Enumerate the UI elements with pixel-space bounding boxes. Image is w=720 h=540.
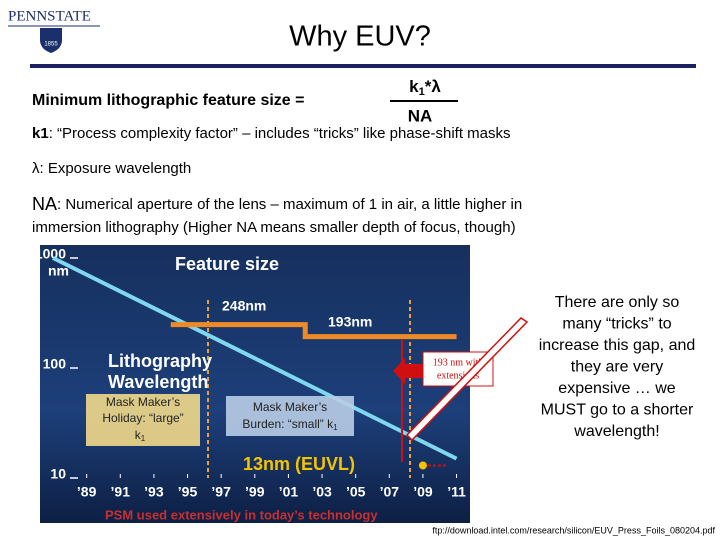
side-note-line: increase this gap, and [539,337,696,354]
extensions-text: extensions [437,370,479,381]
formula-numerator: k1*λ [409,77,441,97]
x-tick-label: ’07 [380,484,400,500]
figure-background [40,245,470,523]
burden-text: Burden: “small” k1 [242,417,338,432]
formula-label: Minimum lithographic feature size = [32,92,305,109]
x-tick-label: ’05 [346,484,366,500]
y-unit: nm [48,263,69,279]
extensions-text: 193 nm with [433,357,484,368]
euvl-point [418,461,427,470]
bullet-text: k1: “Process complexity factor” – includ… [32,125,511,142]
bullet-line: : Numerical aperture of the lens – maxim… [57,196,522,213]
title: Why EUV? [289,21,431,53]
holiday-text: Holiday: “large” [102,411,183,425]
bullet-term: k1 [32,125,49,142]
side-note-line: MUST go to a shorter [541,402,694,419]
holiday-sub: 1 [141,434,146,443]
x-tick-label: ’97 [211,484,231,500]
side-note-line: many “tricks” to [562,316,671,333]
side-arrow [405,317,529,442]
numerator-k: k [409,77,419,96]
logo-year: 1855 [44,42,58,48]
x-tick-label: ’03 [312,484,332,500]
bullet-line: : “Process complexity factor” – includes… [49,125,511,142]
holiday-text: Mask Maker’s [106,395,180,409]
side-note-line: they are very [571,359,663,376]
side-note-line: There are only so [555,294,680,311]
burden-main: Burden: “small” k [242,417,334,431]
x-tick-label: ’93 [144,484,164,500]
logo-text: PENNSTATE [8,8,91,24]
bullet-text: immersion lithography (Higher NA means s… [32,219,516,236]
extensions-arrow [393,358,423,384]
y-tick-label: 100 [43,356,67,372]
bullets: k1: “Process complexity factor” – includ… [32,125,522,236]
euvl-label: 13nm (EUVL) [243,454,355,474]
level-label: 193nm [328,314,372,330]
holiday-text: k1 [135,428,146,443]
burden-box [226,396,354,436]
numerator-sub: 1 [419,86,425,98]
bullet-line: : Exposure wavelength [40,160,192,177]
logo-shield [40,28,62,53]
legend-feature: Feature size [175,254,279,274]
series-line [170,322,457,340]
y-tick-label: 10 [50,466,66,482]
x-tick-label: ’91 [111,484,131,500]
burden-sub: 1 [333,423,338,432]
x-tick-label: ’01 [279,484,299,500]
level-label: 248nm [222,298,266,314]
series-line [52,256,458,461]
bullet-term: NA [32,194,57,214]
x-tick-label: ’09 [413,484,433,500]
wavelength-label: Wavelength [108,372,208,392]
x-tick-label: ’11 [447,484,466,500]
burden-text: Mask Maker’s [253,400,327,414]
x-tick-label: ’99 [245,484,265,500]
bullet-text: NA: Numerical aperture of the lens – max… [32,194,522,214]
bullet-text: λ: Exposure wavelength [32,160,191,177]
side-note: There are only so many “tricks” to increas… [539,294,696,440]
side-note-line: expensive … we [558,380,675,397]
numerator-rest: *λ [425,77,442,96]
x-tick-label: ’95 [178,484,198,500]
formula-denominator: NA [408,106,433,125]
holiday-k: k [135,428,142,442]
y-tick-label: 1000 [35,246,66,262]
psm-label: PSM used extensively in today’s technolo… [105,507,378,522]
wavelength-label: Lithography [108,351,212,371]
holiday-box [86,394,200,446]
bullet-line: immersion lithography (Higher NA means s… [32,219,516,236]
x-tick-label: ’89 [77,484,97,500]
source: ftp://download.intel.com/research/silico… [432,525,715,535]
figure: 1000 100 10 nm ’89 ’91 ’93 ’95 ’97 ’99 ’01 ’03 ’05 ’0… [35,246,494,522]
bullet-term: λ [32,160,40,177]
side-note-line: wavelength! [573,423,659,440]
